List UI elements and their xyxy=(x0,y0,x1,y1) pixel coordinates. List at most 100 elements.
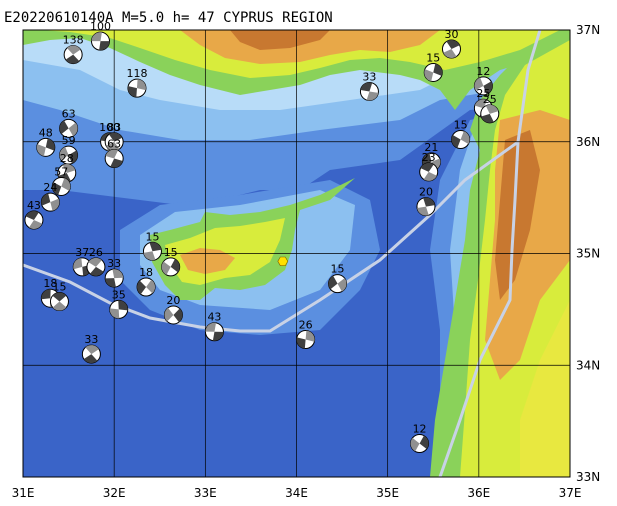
depth-label: 25 xyxy=(476,87,490,100)
beachball-compression-quadrant xyxy=(109,132,123,142)
focal-mechanism[interactable]: 33 xyxy=(104,257,124,288)
depth-label: 100 xyxy=(90,20,111,33)
beachball-compression-quadrant xyxy=(106,141,120,151)
focal-mechanism[interactable]: 12 xyxy=(410,422,430,453)
focal-mechanism[interactable]: 33 xyxy=(81,333,101,364)
depth-label: 57 xyxy=(54,165,68,178)
beachball-compression-quadrant xyxy=(143,251,156,261)
epicenter-marker xyxy=(277,256,289,267)
focal-mechanism[interactable]: 26 xyxy=(86,246,106,277)
focal-mechanism[interactable]: 83 xyxy=(104,121,124,152)
focal-mechanism[interactable]: 15 xyxy=(328,263,348,294)
beachball-compression-quadrant xyxy=(305,330,315,342)
focal-mechanism[interactable]: 15 xyxy=(423,51,443,82)
depth-label: 138 xyxy=(63,34,84,47)
focal-mechanism[interactable]: 43 xyxy=(204,311,224,342)
focal-mechanism[interactable]: 15 xyxy=(49,281,69,312)
focal-mechanism[interactable]: 138 xyxy=(63,34,84,65)
depth-label: 15 xyxy=(164,246,178,259)
beachball-compression-quadrant xyxy=(118,300,128,311)
beachball-compression-quadrant xyxy=(483,81,493,95)
focal-mechanism[interactable]: 24 xyxy=(40,181,60,212)
beachball-compression-quadrant xyxy=(328,275,338,290)
depth-label: 25 xyxy=(483,93,497,106)
beachball-compression-quadrant xyxy=(85,345,99,355)
depth-label: 33 xyxy=(84,333,98,346)
beachball-compression-quadrant xyxy=(25,210,39,220)
depth-label: 43 xyxy=(207,311,221,324)
beachball-compression-quadrant xyxy=(136,79,146,91)
focal-mechanism[interactable]: 15 xyxy=(142,230,162,261)
beachball-compression-quadrant xyxy=(433,63,443,76)
y-tick-label: 36N xyxy=(576,135,600,149)
focal-mechanism[interactable]: 57 xyxy=(51,165,71,196)
beachball-compression-quadrant xyxy=(99,41,110,51)
beachball-compression-quadrant xyxy=(45,138,55,151)
depth-label: 15 xyxy=(52,281,66,294)
depth-label: 63 xyxy=(107,138,121,151)
focal-mechanism[interactable]: 118 xyxy=(126,67,147,98)
focal-mechanism[interactable]: 30 xyxy=(441,28,461,59)
beachball-compression-quadrant xyxy=(65,54,80,64)
focal-mechanism[interactable]: 33 xyxy=(359,70,379,101)
map-frame xyxy=(22,29,571,478)
focal-mechanism[interactable]: 23 xyxy=(419,151,439,182)
depth-label: 12 xyxy=(413,422,427,435)
beachball-compression-quadrant xyxy=(360,82,373,92)
beachball-compression-quadrant xyxy=(52,292,67,302)
focal-mechanism[interactable]: 15 xyxy=(161,246,181,277)
depth-label: 33 xyxy=(362,70,376,83)
beachball-compression-quadrant xyxy=(109,308,120,319)
depth-label: 59 xyxy=(62,134,76,147)
focal-mechanism[interactable]: 63 xyxy=(104,138,124,169)
depth-label: 35 xyxy=(112,288,126,301)
beachball-compression-quadrant xyxy=(68,122,78,137)
beachball-compression-quadrant xyxy=(173,308,183,323)
focal-mechanism[interactable]: 48 xyxy=(36,126,56,157)
beachball-compression-quadrant xyxy=(91,32,102,42)
axis-labels: 31E 32E 33E 34E 35E 36E 37E 37N 36N 35N 34N 33N xyxy=(12,23,601,500)
beachball-compression-quadrant xyxy=(474,77,484,91)
depth-label: 100 xyxy=(99,121,120,134)
beachball-compression-quadrant xyxy=(68,150,78,164)
depth-label: 63 xyxy=(62,107,76,120)
focal-mechanism[interactable]: 100 xyxy=(90,20,111,51)
focal-mechanism[interactable]: 15 xyxy=(451,119,471,150)
y-tick-label: 33N xyxy=(576,470,600,484)
beachball-compression-quadrant xyxy=(137,280,147,295)
depth-label: 26 xyxy=(299,319,313,332)
beachball-compression-quadrant xyxy=(88,257,102,267)
depth-label: 26 xyxy=(89,246,103,259)
depth-label: 118 xyxy=(126,67,147,80)
map-title: E20220610140A M=5.0 h= 47 CYPRUS REGION xyxy=(4,10,333,26)
beachball-compression-quadrant xyxy=(59,146,69,160)
focal-mechanism[interactable]: 20 xyxy=(416,186,436,217)
y-tick-label: 37N xyxy=(576,23,600,37)
beachball-compression-quadrant xyxy=(366,91,379,101)
beachball-compression-quadrant xyxy=(83,354,98,364)
focal-mechanism[interactable]: 26 xyxy=(296,319,316,350)
depth-label: 21 xyxy=(424,141,438,154)
focal-mechanism[interactable]: 18 xyxy=(136,266,156,297)
graticule xyxy=(23,30,570,477)
x-tick-label: 35E xyxy=(376,486,399,500)
focal-mechanism[interactable]: 35 xyxy=(109,288,129,319)
land-turkey-mountain xyxy=(230,30,330,50)
x-tick-label: 36E xyxy=(467,486,490,500)
beachball-compression-quadrant xyxy=(164,307,174,322)
focal-mechanism[interactable]: 59 xyxy=(59,134,79,165)
focal-mechanism[interactable]: 63 xyxy=(59,107,79,138)
beachball-compression-quadrant xyxy=(423,197,435,207)
focal-mechanism[interactable]: 43 xyxy=(24,199,44,230)
beachball-compression-quadrant xyxy=(423,171,437,181)
beachball-compression-quadrant xyxy=(29,219,43,229)
focal-mechanism[interactable]: 20 xyxy=(163,294,183,325)
beachball-compression-quadrant xyxy=(410,437,420,452)
plate-boundary-line xyxy=(23,140,519,333)
land-cyprus-hill xyxy=(180,248,235,274)
beachball-compression-quadrant xyxy=(474,99,488,109)
focal-mechanism[interactable]: 25 xyxy=(480,93,500,124)
beachball-compression-quadrant xyxy=(62,164,76,174)
focal-mechanism[interactable]: 12 xyxy=(473,65,493,96)
depth-label: 18 xyxy=(139,266,153,279)
